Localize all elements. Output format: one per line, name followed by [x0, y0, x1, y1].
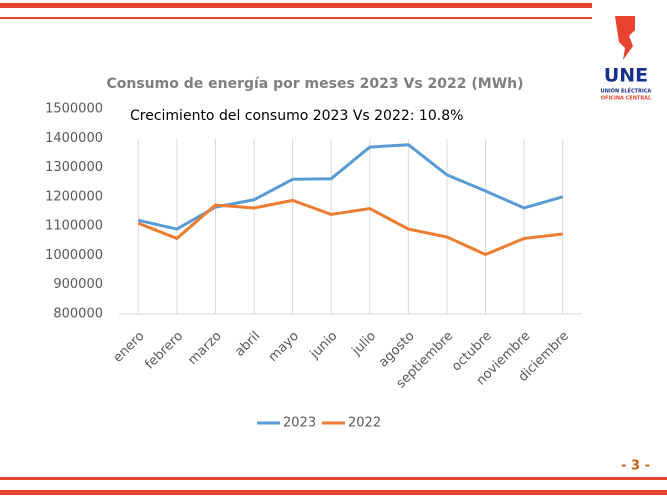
x-tick-label: febrero: [142, 329, 186, 373]
bottom-rule: [0, 490, 667, 495]
top-rule: [0, 3, 592, 8]
legend-label: 2023: [283, 416, 316, 431]
logo: UNE UNIÓN ELÉCTRICA OFICINA CENTRAL: [601, 16, 652, 102]
chart-title: Consumo de energía por meses 2023 Vs 202…: [106, 76, 523, 92]
y-tick-label: 1500000: [45, 102, 103, 117]
x-tick-label: julio: [349, 329, 379, 359]
bottom-rule: [0, 477, 667, 480]
y-tick-label: 1400000: [45, 131, 103, 146]
y-tick-label: 1200000: [45, 189, 103, 204]
y-tick-label: 800000: [53, 307, 103, 322]
y-tick-label: 1300000: [45, 160, 103, 175]
x-tick-label: junio: [307, 329, 341, 363]
logo-subtext: OFICINA CENTRAL: [601, 96, 652, 102]
x-tick-label: abril: [232, 329, 263, 360]
x-tick-label: marzo: [185, 329, 224, 368]
page-number: - 3 -: [621, 459, 650, 474]
legend-label: 2022: [348, 416, 381, 431]
top-rule: [0, 17, 592, 19]
y-tick-label: 1000000: [45, 248, 103, 263]
y-tick-label: 900000: [53, 277, 103, 292]
annotation: Crecimiento del consumo 2023 Vs 2022: 10…: [130, 108, 463, 124]
logo-text: UNE: [604, 65, 648, 87]
logo-icon: [615, 16, 635, 60]
logo-subtext: UNIÓN ELÉCTRICA: [601, 87, 652, 95]
y-tick-label: 1100000: [45, 219, 103, 234]
x-tick-label: mayo: [266, 329, 302, 365]
x-tick-label: enero: [111, 329, 148, 366]
line-series: [137, 198, 563, 257]
